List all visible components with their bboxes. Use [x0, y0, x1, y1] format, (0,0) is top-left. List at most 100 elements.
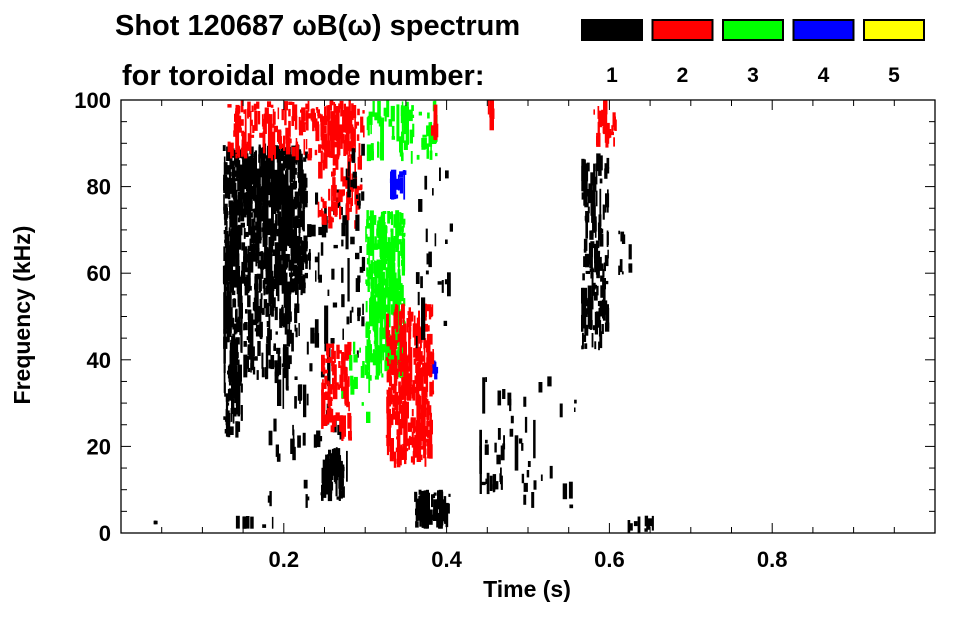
spectrum-cell [399, 136, 403, 153]
spectrum-cell [238, 230, 241, 244]
spectrum-cell [283, 344, 287, 360]
spectrum-cell [327, 289, 330, 296]
spectrum-cell [338, 350, 342, 354]
spectrum-cell [229, 200, 233, 213]
spectrum-cell [394, 394, 399, 411]
spectrum-cell [419, 422, 423, 437]
spectrum-cell [332, 377, 335, 387]
spectrum-cell [596, 311, 601, 328]
spectrum-cell [362, 110, 365, 114]
spectrum-cell [370, 116, 372, 135]
spectrum-cell [306, 393, 309, 406]
spectrum-cell [341, 486, 345, 498]
spectrum-cell [250, 229, 255, 240]
spectrum-cell [300, 291, 303, 296]
spectrum-cell [330, 132, 334, 152]
spectrum-cell [283, 198, 286, 212]
spectrum-cell [376, 228, 378, 236]
spectrum-cell [349, 310, 352, 323]
spectrum-cell [408, 436, 413, 446]
spectrum-cell [425, 228, 428, 243]
spectrum-cell [282, 228, 285, 234]
spectrum-cell [595, 163, 600, 172]
spectrum-cell [397, 359, 400, 363]
spectrum-cell [271, 169, 275, 177]
spectrum-cell [346, 316, 350, 325]
spectrum-cell [233, 407, 237, 417]
spectrum-cell [249, 238, 252, 252]
spectrum-cell [372, 101, 375, 117]
spectrum-cell [230, 142, 234, 156]
spectrum-cell [336, 189, 341, 193]
spectrum-cell [297, 287, 299, 309]
spectrum-cell [424, 175, 428, 190]
axes: 0 20 40 60 80 100 0.2 0.4 0.6 0.8 [74, 88, 936, 572]
x-tick-label: 0.8 [757, 547, 788, 572]
spectrum-cell [226, 220, 228, 231]
spectrum-cell [586, 255, 591, 265]
spectrum-cell [281, 201, 285, 205]
spectrum-cell [593, 109, 595, 115]
spectrum-cell [428, 307, 433, 318]
spectrum-cell [231, 398, 235, 414]
spectrum-cell [234, 162, 239, 167]
spectrum-cell [254, 276, 259, 292]
spectrum-cell [370, 213, 372, 228]
y-tick-label: 80 [87, 175, 111, 200]
spectrum-cell [596, 285, 599, 296]
spectrum-cell [411, 409, 414, 417]
spectrum-cell [292, 446, 296, 461]
spectrum-cell [366, 219, 369, 229]
spectrum-cell [332, 385, 338, 400]
spectrum-cell [232, 244, 236, 252]
spectrum-cell [391, 348, 395, 356]
spectrum-cell [341, 267, 344, 283]
spectrum-cell [325, 358, 330, 363]
spectrum-cell [341, 294, 345, 308]
spectrum-cell [277, 379, 282, 406]
spectrum-cell [270, 276, 275, 289]
spectrum-cell [396, 305, 399, 311]
spectrum-cell [433, 501, 437, 509]
spectrum-cell [401, 417, 404, 425]
spectrum-cell [271, 188, 274, 232]
spectrum-cell [336, 416, 340, 420]
spectrum-cell [297, 385, 302, 401]
spectrum-cell [274, 145, 279, 160]
spectrum-cell [291, 116, 294, 126]
spectrum-cell [355, 252, 360, 260]
y-axis-label: Frequency (kHz) [9, 226, 35, 405]
spectrum-cell [334, 448, 338, 465]
spectrum-cell [291, 332, 294, 352]
spectrum-cell [429, 333, 433, 345]
spectrum-cell [249, 155, 254, 171]
spectrum-cell [423, 333, 426, 377]
spectrum-cell [224, 393, 227, 397]
spectrum-cell [345, 168, 348, 181]
spectrum-cell [633, 521, 638, 527]
spectrum-cell [302, 274, 306, 285]
spectrum-cell [242, 274, 246, 278]
spectrum-cell [276, 363, 279, 374]
spectrum-cell [233, 298, 236, 303]
spectrum-cell [374, 375, 379, 380]
spectrum-cell [320, 196, 323, 202]
spectrum-cell [286, 296, 291, 313]
spectrum-cell [255, 242, 258, 249]
spectrum-cell [588, 183, 593, 196]
spectrum-cell [362, 256, 364, 270]
spectrum-cell [227, 145, 230, 161]
spectrum-cell [399, 311, 403, 322]
spectrum-cell [651, 515, 654, 531]
spectrum-cell [227, 421, 231, 438]
spectrum-cell [428, 492, 430, 521]
spectrum-cell [225, 295, 228, 323]
spectrum-cell [225, 394, 229, 437]
spectrum-cell [267, 333, 271, 356]
spectrum-cell [382, 327, 387, 340]
spectrum-cell [250, 516, 254, 529]
spectrum-cell [305, 494, 308, 508]
spectrum-cell [445, 239, 448, 244]
spectrum-cell [271, 516, 274, 529]
spectrum-cell [521, 473, 525, 484]
